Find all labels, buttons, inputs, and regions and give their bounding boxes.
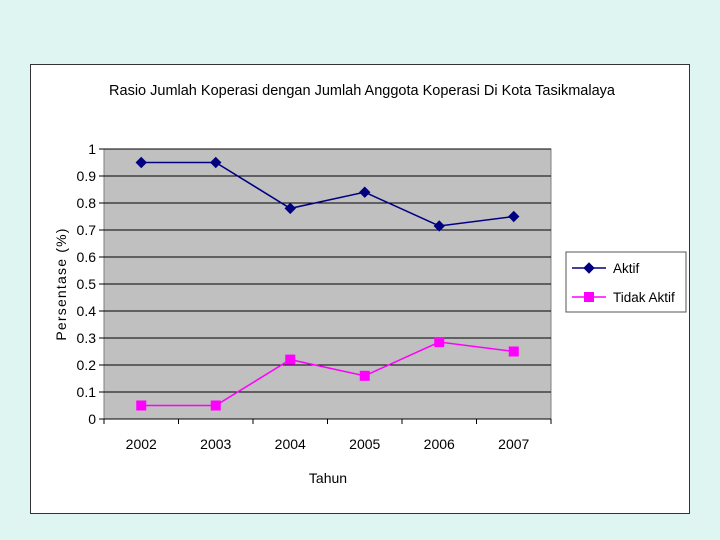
legend: Aktif Tidak Aktif [565,251,687,313]
data-point-tidak-aktif [434,337,445,348]
series-line-tidak-aktif [141,341,514,407]
data-point-tidak-aktif [210,400,221,411]
gridlines [104,148,551,420]
y-tick-label: 0.6 [77,249,97,265]
legend-item-aktif: Aktif [572,261,640,276]
y-tick-label: 0.7 [77,222,97,238]
y-tick-label: 0.4 [77,303,97,319]
y-tick-label: 0.8 [77,195,97,211]
series-layer [135,156,520,411]
x-tick-label: 2003 [200,436,231,452]
y-tick-label: 0 [88,411,96,427]
data-point-aktif [135,156,147,169]
data-point-aktif [359,186,371,198]
x-axis-title: Tahun [309,470,347,486]
y-tick-label: 0.2 [77,357,97,373]
data-point-tidak-aktif [508,346,519,357]
x-tick-label: 2007 [498,436,529,452]
y-tick-label: 0.1 [77,384,97,400]
data-point-tidak-aktif [359,370,370,381]
y-tick-label: 0.9 [77,168,97,184]
legend-box [565,251,687,313]
legend-marker [584,292,594,302]
x-axis-ticks: 2002 2003 2004 2005 2006 2007 [103,418,552,452]
chart-title: Rasio Jumlah Koperasi dengan Jumlah Angg… [109,83,616,99]
y-tick-label: 0.5 [77,276,97,292]
series-tidak-aktif [136,337,519,411]
data-point-tidak-aktif [285,354,296,365]
data-point-aktif [284,202,296,215]
data-point-aktif [210,156,222,169]
data-point-tidak-aktif [136,400,147,411]
y-axis-ticks: 0 0.1 0.2 0.3 0.4 0.5 0.6 0.7 0.8 0.9 1 [77,141,104,427]
legend-label: Aktif [613,261,640,276]
x-tick-label: 2006 [424,436,455,452]
y-axis-title: Persentase (%) [53,227,69,340]
y-tick-label: 0.3 [77,330,97,346]
y-tick-label: 1 [88,141,96,157]
series-aktif [135,156,520,232]
legend-marker [583,262,595,274]
legend-item-tidak-aktif: Tidak Aktif [572,290,675,305]
data-point-aktif [433,220,445,232]
x-tick-label: 2005 [349,436,380,452]
x-tick-label: 2002 [126,436,157,452]
legend-label: Tidak Aktif [613,290,675,305]
x-tick-label: 2004 [275,436,306,452]
series-line-aktif [141,161,514,227]
data-point-aktif [508,210,520,223]
